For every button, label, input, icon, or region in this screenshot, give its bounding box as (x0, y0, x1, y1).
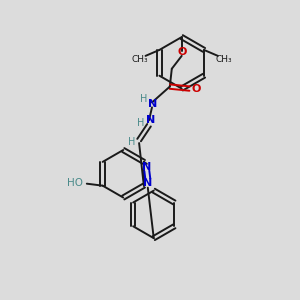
Text: H: H (128, 137, 136, 147)
Text: HO: HO (67, 178, 83, 188)
Text: CH₃: CH₃ (215, 55, 232, 64)
Text: H: H (140, 94, 148, 104)
Text: N: N (142, 162, 152, 172)
Text: N: N (148, 99, 158, 110)
Text: N: N (143, 178, 152, 188)
Text: N: N (146, 115, 156, 125)
Text: O: O (177, 47, 186, 57)
Text: H: H (137, 118, 145, 128)
Text: CH₃: CH₃ (131, 55, 148, 64)
Text: O: O (192, 84, 201, 94)
